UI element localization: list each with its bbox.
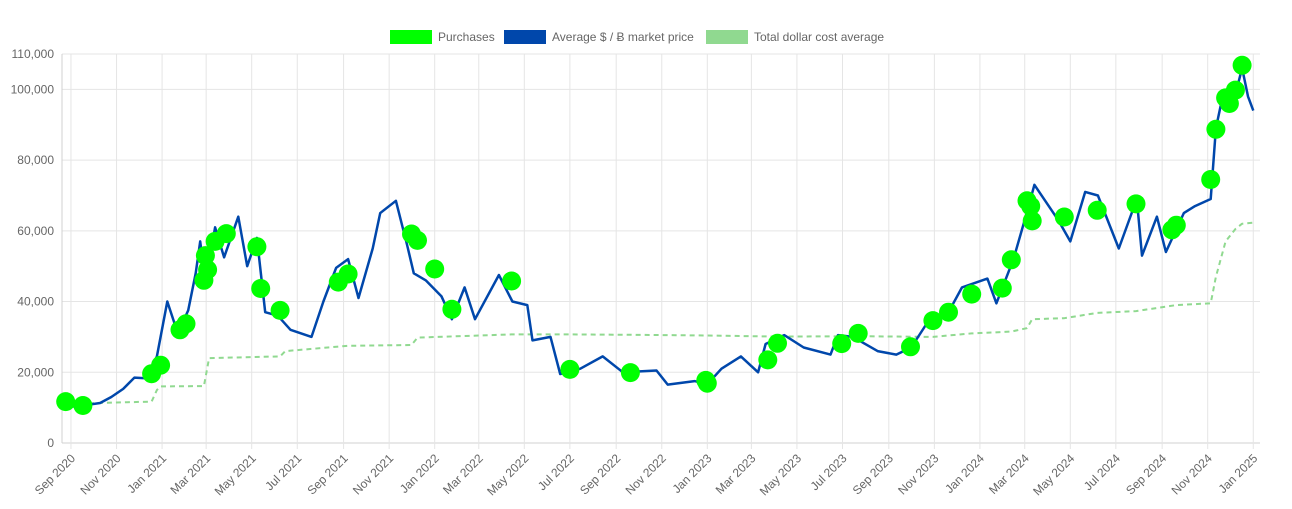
y-tick-label: 100,000: [11, 82, 55, 96]
purchase-point[interactable]: [560, 359, 580, 379]
purchase-point[interactable]: [1126, 194, 1146, 214]
x-tick-label: May 2022: [484, 451, 531, 498]
purchase-point[interactable]: [1021, 196, 1041, 216]
legend-label-purchases: Purchases: [438, 30, 495, 44]
purchase-point[interactable]: [502, 271, 522, 291]
series-layer: [56, 55, 1255, 415]
x-tick-label: Jan 2025: [1216, 451, 1261, 496]
purchase-point[interactable]: [901, 337, 920, 357]
x-tick-label: Mar 2024: [986, 451, 1032, 497]
y-tick-label: 20,000: [17, 365, 54, 379]
purchase-point[interactable]: [939, 302, 958, 322]
x-tick-label: Jul 2024: [1081, 451, 1123, 493]
purchase-point[interactable]: [1166, 215, 1186, 235]
purchase-point[interactable]: [1206, 119, 1226, 139]
x-tick-label: Nov 2022: [623, 451, 669, 497]
legend-item-dollar-cost-average[interactable]: Total dollar cost average: [706, 30, 884, 44]
x-tick-label: Mar 2021: [168, 451, 214, 497]
y-tick-label: 80,000: [17, 153, 54, 167]
purchase-point[interactable]: [1001, 250, 1021, 270]
x-tick-label: Sep 2023: [850, 451, 896, 497]
purchase-point[interactable]: [195, 246, 215, 266]
legend-swatch-dollar-cost-average: [706, 30, 748, 44]
grid: [61, 53, 1260, 449]
purchase-point[interactable]: [768, 333, 787, 353]
y-tick-label: 0: [47, 436, 54, 450]
purchase-point[interactable]: [408, 230, 427, 250]
purchase-point[interactable]: [620, 363, 640, 383]
purchase-point[interactable]: [270, 300, 290, 320]
purchase-point[interactable]: [176, 314, 196, 334]
purchase-point[interactable]: [832, 334, 852, 354]
purchase-point[interactable]: [151, 355, 171, 375]
purchase-point[interactable]: [992, 278, 1012, 298]
x-tick-label: Nov 2021: [350, 451, 396, 497]
x-tick-label: May 2024: [1030, 451, 1077, 498]
x-tick-label: Sep 2020: [32, 451, 78, 497]
purchase-point[interactable]: [962, 284, 982, 304]
x-tick-label: Jan 2024: [942, 451, 987, 496]
purchase-point[interactable]: [338, 264, 358, 284]
x-tick-label: Mar 2023: [713, 451, 759, 497]
x-tick-label: Sep 2022: [577, 451, 623, 497]
legend-swatch-purchases: [390, 30, 432, 44]
y-axis: 0 20,000 40,000 60,000 80,000 100,000 110,000: [11, 47, 55, 450]
series-line-dollar-cost-average: [61, 221, 1254, 405]
legend-label-dollar-cost-average: Total dollar cost average: [754, 30, 884, 44]
y-tick-label: 110,000: [12, 47, 55, 61]
series-line-market-price: [61, 66, 1255, 408]
x-tick-label: Jan 2022: [397, 451, 442, 496]
x-tick-label: Mar 2022: [440, 451, 486, 497]
purchase-point[interactable]: [216, 224, 236, 244]
x-tick-label: Jan 2023: [670, 451, 715, 496]
legend-item-purchases[interactable]: Purchases: [390, 30, 495, 44]
purchase-point[interactable]: [251, 279, 271, 298]
purchase-point[interactable]: [697, 373, 717, 393]
x-tick-label: Nov 2024: [1169, 451, 1215, 497]
x-tick-label: Nov 2020: [77, 451, 123, 497]
purchase-point[interactable]: [56, 392, 76, 412]
x-tick-label: Jul 2021: [262, 451, 304, 493]
purchase-point[interactable]: [425, 259, 445, 279]
purchase-point[interactable]: [73, 396, 93, 415]
purchase-point[interactable]: [1232, 55, 1252, 75]
y-tick-label: 40,000: [17, 295, 54, 309]
legend-label-market-price: Average $ / Ƀ market price: [552, 30, 694, 44]
legend-item-market-price[interactable]: Average $ / Ƀ market price: [504, 30, 694, 44]
legend: Purchases Average $ / Ƀ market price Tot…: [390, 30, 884, 44]
legend-swatch-market-price: [504, 30, 546, 44]
y-tick-label: 60,000: [17, 224, 54, 238]
purchase-point[interactable]: [442, 299, 462, 319]
purchase-point[interactable]: [923, 311, 943, 331]
purchase-point[interactable]: [1022, 211, 1042, 231]
x-tick-label: Sep 2024: [1123, 451, 1169, 497]
x-tick-label: Nov 2023: [895, 451, 941, 497]
purchase-point[interactable]: [1087, 200, 1107, 220]
purchase-point[interactable]: [1225, 80, 1245, 100]
x-tick-label: May 2021: [212, 451, 259, 498]
purchase-point[interactable]: [1201, 170, 1221, 189]
x-tick-label: Sep 2021: [304, 451, 350, 497]
purchase-point[interactable]: [848, 323, 868, 343]
x-tick-label: Jul 2022: [535, 451, 577, 493]
x-tick-label: Jan 2021: [124, 451, 169, 496]
purchase-point[interactable]: [758, 350, 778, 370]
x-tick-label: Jul 2023: [808, 451, 850, 493]
purchase-point[interactable]: [1054, 207, 1074, 227]
x-tick-label: May 2023: [757, 451, 804, 498]
purchase-point[interactable]: [198, 260, 218, 280]
purchase-point[interactable]: [247, 237, 267, 257]
